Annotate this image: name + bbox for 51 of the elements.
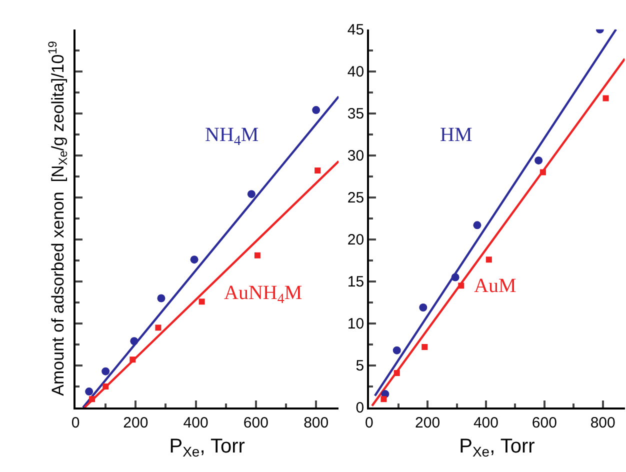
- annotation: HM: [440, 124, 472, 146]
- y-tick-label: 15: [347, 274, 364, 291]
- point: [602, 95, 609, 102]
- point: [534, 156, 543, 164]
- point: [190, 256, 198, 264]
- x-tick-label: 800: [304, 414, 329, 432]
- y-tick-label: 0: [356, 400, 364, 417]
- point: [540, 169, 546, 176]
- y-tick-label: 5: [356, 358, 364, 375]
- x-tick-label: 600: [532, 414, 557, 432]
- x-axis-title: P$_{Xe}$, Torr: [169, 435, 246, 460]
- x-tick-label: 0: [71, 414, 80, 432]
- y-tick-label: 45: [347, 22, 364, 39]
- y-tick-label: 20: [347, 232, 364, 249]
- y-tick-label: 40: [347, 64, 364, 81]
- x-tick-label: 400: [183, 414, 208, 432]
- x-tick-label: 800: [590, 414, 616, 432]
- point: [254, 252, 260, 258]
- point: [155, 324, 162, 331]
- y-tick-label: 10: [347, 316, 364, 333]
- point: [102, 383, 109, 390]
- y-tick-label: 25: [347, 190, 364, 207]
- point: [392, 346, 401, 354]
- point: [458, 282, 464, 289]
- annotation: NH$_{4}$M: [205, 124, 259, 150]
- point: [422, 344, 428, 350]
- annotation: AuNH$_{4}$M: [224, 282, 302, 308]
- point: [130, 356, 136, 363]
- point: [247, 190, 256, 198]
- point: [102, 367, 110, 376]
- point: [394, 370, 400, 376]
- point: [419, 304, 428, 312]
- x-tick-label: 200: [123, 414, 148, 432]
- annotation: AuM: [474, 275, 516, 297]
- point: [451, 273, 460, 282]
- y-tick-label: 35: [347, 106, 364, 123]
- point: [198, 298, 205, 305]
- point: [473, 221, 482, 230]
- x-tick-label: 200: [415, 414, 440, 432]
- y-tick-label: 30: [347, 148, 364, 165]
- x-axis-title: P$_{Xe}$, Torr: [459, 435, 536, 460]
- point: [157, 294, 166, 302]
- point: [130, 337, 138, 346]
- x-tick-label: 600: [243, 414, 268, 432]
- point: [89, 396, 96, 402]
- point: [486, 256, 492, 263]
- point: [380, 396, 387, 402]
- point: [314, 168, 321, 174]
- x-tick-label: 400: [473, 414, 498, 432]
- point: [312, 106, 320, 114]
- point: [85, 388, 94, 396]
